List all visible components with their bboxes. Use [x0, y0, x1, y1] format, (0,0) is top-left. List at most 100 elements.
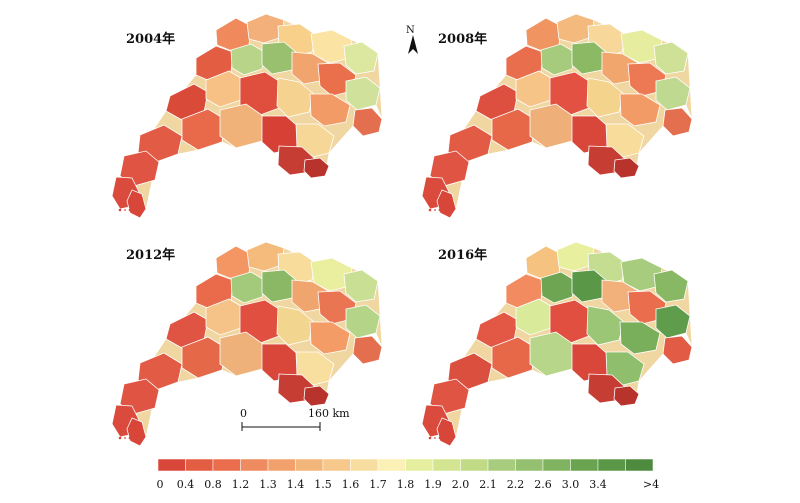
legend-swatch — [570, 459, 599, 472]
island-mark — [434, 437, 436, 439]
legend-label: 0.4 — [176, 478, 195, 491]
island-mark — [441, 203, 443, 205]
legend-label: 3.4 — [589, 478, 607, 491]
island-mark — [124, 203, 126, 205]
scale-start-label: 0 — [240, 407, 247, 420]
legend-swatch — [487, 459, 516, 472]
island-mark — [451, 197, 453, 199]
island-mark — [135, 208, 139, 212]
map-region — [613, 157, 640, 179]
island-mark — [451, 425, 453, 427]
island-mark — [118, 430, 122, 434]
island-mark — [141, 425, 143, 427]
legend-label: 2.2 — [506, 478, 525, 491]
legend-swatch — [542, 459, 571, 472]
island-mark — [128, 430, 132, 434]
legend-swatch — [625, 459, 654, 472]
map-region — [309, 321, 351, 355]
island-mark — [438, 208, 442, 212]
map-region — [352, 107, 383, 137]
island-mark — [451, 203, 453, 205]
island-mark — [128, 208, 132, 212]
map-region — [429, 378, 470, 415]
map-region — [653, 41, 689, 75]
map-panel-2016: 2016年 — [418, 236, 708, 451]
legend-swatches — [158, 459, 654, 472]
island-mark — [124, 425, 126, 427]
island-mark — [131, 197, 133, 199]
legend-label: 1.7 — [369, 478, 387, 491]
map-region — [352, 335, 383, 365]
island-mark — [141, 209, 143, 211]
island-mark — [441, 425, 443, 427]
legend-swatch — [515, 459, 544, 472]
island-mark — [141, 203, 143, 205]
island-mark — [434, 203, 436, 205]
island-mark — [118, 424, 122, 428]
map-region — [303, 157, 330, 179]
legend-swatch — [350, 459, 379, 472]
legend-label: >4 — [642, 478, 660, 491]
island-mark — [131, 209, 133, 211]
map-2004 — [111, 13, 383, 219]
island-mark — [141, 431, 143, 433]
map-region — [613, 385, 640, 407]
island-mark — [451, 437, 453, 439]
island-mark — [428, 202, 432, 206]
island-mark — [135, 424, 139, 428]
map-region — [655, 304, 691, 339]
map-region — [276, 305, 315, 346]
island-mark — [441, 431, 443, 433]
island-mark — [438, 202, 442, 206]
island-mark — [428, 208, 432, 212]
legend-label: 1.5 — [314, 478, 332, 491]
island-mark — [135, 430, 139, 434]
map-regions — [111, 13, 383, 219]
scale-end-label: 160 km — [308, 407, 350, 420]
year-label-2004: 2004年 — [126, 32, 176, 47]
legend-label: 1.2 — [231, 478, 250, 491]
map-regions — [111, 241, 383, 447]
map-region — [119, 378, 160, 415]
map-region — [276, 77, 315, 118]
island-mark — [118, 196, 122, 200]
year-label-2016: 2016年 — [438, 248, 488, 263]
legend-label: 1.6 — [341, 478, 360, 491]
island-mark — [141, 437, 143, 439]
island-mark — [141, 197, 143, 199]
scale-bar — [241, 422, 321, 431]
map-region — [619, 321, 661, 355]
island-mark — [128, 436, 132, 440]
legend-label: 2.1 — [479, 478, 497, 491]
island-mark — [445, 424, 449, 428]
legend-swatch — [185, 459, 214, 472]
island-mark — [124, 209, 126, 211]
year-label-2008: 2008年 — [438, 32, 488, 47]
map-region — [540, 271, 577, 304]
map-region — [345, 304, 381, 339]
legend-swatch — [295, 459, 324, 472]
island-mark — [434, 431, 436, 433]
island-mark — [434, 425, 436, 427]
map-2008 — [421, 13, 693, 219]
island-mark — [434, 197, 436, 199]
island-mark — [131, 431, 133, 433]
map-region — [181, 108, 227, 151]
island-mark — [428, 430, 432, 434]
island-mark — [438, 436, 442, 440]
legend-swatch — [597, 459, 626, 472]
legend-label: 1.4 — [286, 478, 305, 491]
island-mark — [441, 209, 443, 211]
legend-label: 0 — [156, 478, 164, 491]
island-mark — [445, 436, 449, 440]
map-region — [309, 93, 351, 127]
map-panel-2008: 2008年 — [418, 8, 708, 223]
island-mark — [445, 208, 449, 212]
island-mark — [128, 196, 132, 200]
north-arrow-icon — [408, 35, 418, 54]
island-mark — [445, 196, 449, 200]
island-mark — [438, 430, 442, 434]
map-region — [662, 335, 693, 365]
island-mark — [135, 436, 139, 440]
map-region — [303, 385, 330, 407]
